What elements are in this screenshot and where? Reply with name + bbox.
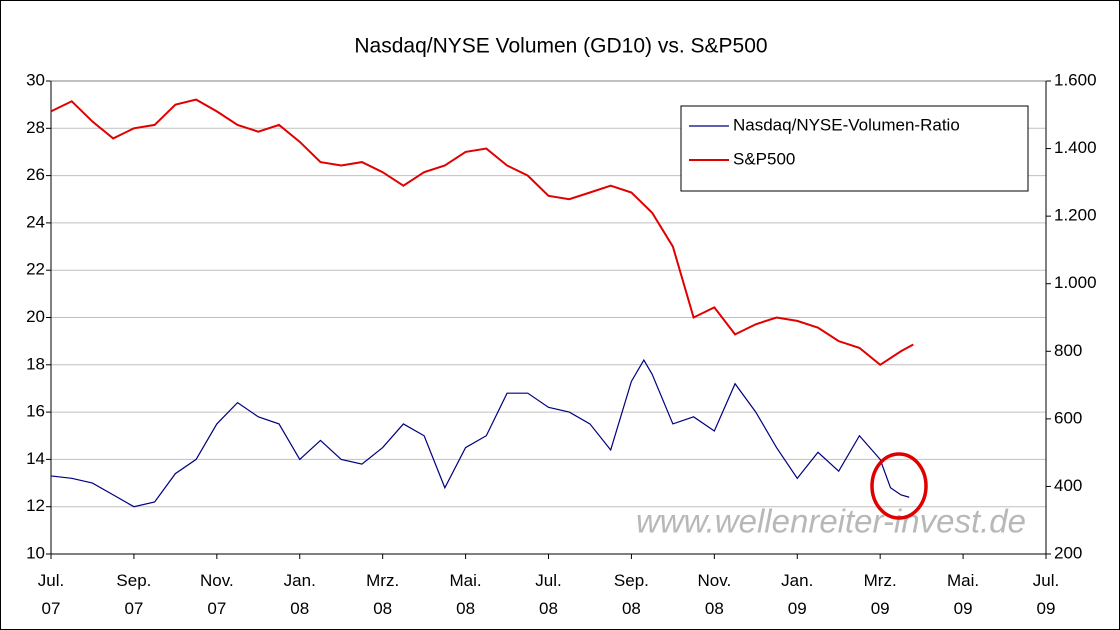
watermark: www.wellenreiter-invest.de: [636, 503, 1026, 540]
x-tick-label: Nov. 07: [199, 571, 234, 618]
x-tick-label: Nov. 08: [697, 571, 732, 618]
x-tick-label: Jan. 09: [781, 571, 814, 618]
y2-tick-label: 800: [1054, 341, 1082, 360]
x-tick-label: Jul. 08: [535, 571, 562, 618]
legend: [680, 105, 1029, 192]
y2-tick-label: 1.600: [1054, 70, 1097, 89]
legend-label: Nasdaq/NYSE-Volumen-Ratio: [733, 115, 960, 134]
x-tick-label: Mai. 09: [947, 571, 980, 618]
x-tick-label: Sep. 07: [116, 571, 152, 618]
x-tick-label: Sep. 08: [613, 571, 649, 618]
y2-tick-label: 1.400: [1054, 138, 1097, 157]
x-tick-label: Jul. 09: [1032, 571, 1060, 618]
y-tick-label: 16: [26, 402, 45, 421]
line-series: [50, 98, 914, 367]
y2-tick-label: 400: [1054, 476, 1082, 495]
y-tick-label: 22: [26, 260, 45, 279]
y2-tick-label: 1.200: [1054, 206, 1097, 225]
y-tick-label: 20: [26, 307, 45, 326]
y-tick-label: 26: [26, 165, 45, 184]
y-tick-label: 18: [26, 354, 45, 373]
y-tick-label: 14: [26, 449, 45, 468]
y-tick-label: 30: [26, 70, 45, 89]
y2-tick-label: 600: [1054, 408, 1082, 427]
x-tick-label: Jul. 07: [37, 571, 65, 618]
y-tick-label: 24: [26, 212, 45, 231]
y2-tick-label: 1.000: [1054, 273, 1097, 292]
chart-title: Nasdaq/NYSE Volumen (GD10) vs. S&P500: [354, 35, 767, 58]
x-tick-label: Mrz. 08: [366, 571, 400, 618]
y-tick-label: 10: [26, 543, 45, 562]
x-tick-label: Jan. 08: [283, 571, 316, 618]
highlight-circle: [870, 452, 928, 520]
x-tick-label: Mrz. 09: [863, 571, 897, 618]
y2-tick-label: 200: [1054, 543, 1082, 562]
y-tick-label: 12: [26, 496, 45, 515]
y-tick-label: 28: [26, 118, 45, 137]
legend-label: S&P500: [733, 149, 795, 168]
line-series: [50, 358, 910, 508]
x-tick-label: Mai. 08: [449, 571, 482, 618]
